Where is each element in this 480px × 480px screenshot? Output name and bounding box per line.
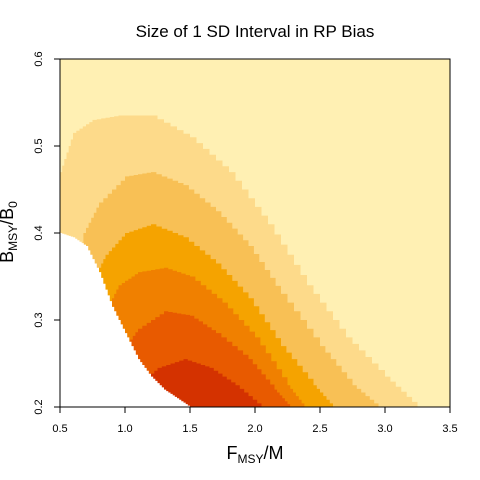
y-tick-label: 0.3 — [33, 312, 45, 327]
x-tick-label: 1.5 — [182, 423, 197, 435]
axes: 0.5 1.0 1.5 2.0 2.5 3.0 3.5 0.2 0.3 0.4 0.5 0.6 — [33, 51, 458, 435]
y-tick-label: 0.5 — [33, 138, 45, 153]
chart-title: Size of 1 SD Interval in RP Bias — [136, 22, 375, 41]
x-tick-label: 2.0 — [247, 423, 262, 435]
y-tick-label: 0.4 — [33, 225, 45, 240]
x-tick-label: 3.5 — [442, 423, 457, 435]
x-axis-label: FMSY/M — [226, 443, 283, 466]
y-tick-label: 0.2 — [33, 399, 45, 414]
plot-area — [60, 59, 450, 407]
x-tick-label: 3.0 — [377, 423, 392, 435]
y-axis-label: BMSY/B0 — [0, 201, 20, 263]
x-tick-label: 0.5 — [52, 423, 67, 435]
undefined-region — [60, 233, 190, 407]
x-tick-label: 1.0 — [117, 423, 132, 435]
y-tick-label: 0.6 — [33, 51, 45, 66]
x-tick-label: 2.5 — [312, 423, 327, 435]
